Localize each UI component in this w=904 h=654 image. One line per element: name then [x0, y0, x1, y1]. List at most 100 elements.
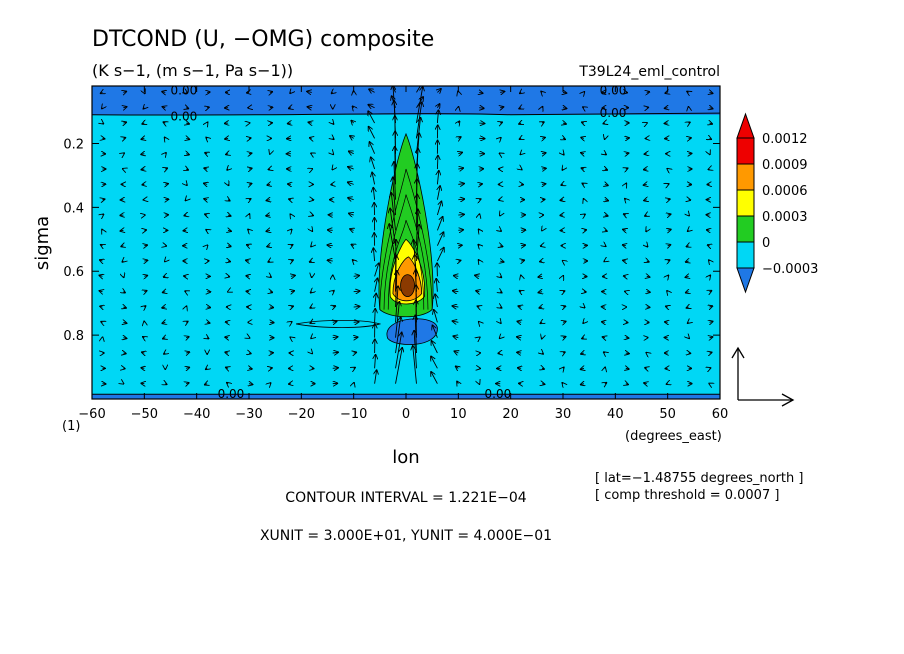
wind-vector-74: [162, 307, 165, 308]
wind-vector-563: [689, 138, 691, 139]
wind-vector-574: [687, 307, 689, 308]
wind-vector-433: [538, 292, 542, 293]
wind-vector-249: [350, 229, 354, 230]
wind-vector-389: [500, 230, 501, 231]
wind-vector-129: [228, 230, 231, 231]
wind-vector-380: [500, 91, 504, 92]
wind-vector-75: [162, 322, 165, 323]
wind-vector-410: [521, 245, 525, 246]
wind-vector-549: [668, 229, 671, 230]
colorbar: 0.0012 0.0009 0.0006 0.0003 0 −0.0003: [736, 112, 818, 294]
wind-vector-76: [163, 338, 165, 339]
wind-vector-231: [328, 260, 333, 261]
wind-vector-487: [605, 200, 608, 201]
wind-vector-373: [476, 291, 479, 292]
wind-vector-123: [225, 138, 228, 139]
colorbar-label-4: 0: [762, 236, 770, 251]
wind-vector-374: [478, 306, 480, 307]
wind-vector-361: [479, 108, 483, 109]
wind-vector-279: [375, 370, 377, 384]
wind-vector-144: [249, 153, 252, 154]
wind-vector-528: [645, 215, 647, 216]
colorbar-label-1: 0.0009: [762, 158, 808, 173]
wind-vector-520: [647, 92, 650, 93]
wind-vector-252: [353, 276, 360, 277]
wind-vector-45: [141, 169, 144, 170]
wind-vector-255: [353, 322, 359, 323]
wind-vector-454: [563, 306, 565, 307]
wind-vector-352: [454, 276, 459, 277]
wind-vector-158: [249, 368, 252, 369]
x-tick-label-3: −30: [235, 407, 262, 422]
plume-contour-1: [383, 194, 429, 310]
colorbar-bin-2: [736, 189, 755, 217]
wind-vector-343: [458, 137, 460, 138]
wind-vector-7: [102, 199, 104, 200]
x-tick-label-1: −50: [131, 407, 158, 422]
wind-vector-138: [226, 367, 228, 368]
wind-vector-242: [351, 121, 353, 123]
wind-vector-453: [563, 291, 564, 292]
wind-vector-115: [207, 322, 209, 323]
contour-label-0: 0.00: [171, 83, 198, 97]
wind-vector-187: [289, 199, 291, 200]
wind-vector-328: [436, 201, 441, 216]
wind-vector-420: [541, 92, 542, 93]
colorbar-label-2: 0.0006: [762, 184, 808, 199]
wind-vector-403: [520, 138, 522, 139]
wind-vector-211: [310, 261, 312, 262]
wind-vector-367: [479, 199, 480, 200]
wind-vector-87: [186, 200, 187, 201]
wind-vector-222: [333, 123, 334, 124]
wind-vector-562: [689, 122, 690, 123]
wind-vector-57: [142, 352, 144, 353]
wind-vector-12: [99, 275, 102, 276]
wind-vector-518: [626, 368, 629, 369]
wind-vector-167: [266, 200, 269, 201]
y-tick-label-1: 0.4: [63, 201, 84, 216]
wind-vector-497: [604, 352, 605, 353]
wind-vector-370: [478, 245, 479, 246]
wind-vector-426: [542, 184, 545, 185]
wind-vector-554: [666, 306, 668, 307]
wind-vector-553: [667, 291, 668, 292]
colorbar-label-3: 0.0003: [762, 210, 808, 225]
wind-vector-243: [350, 136, 354, 138]
wind-vector-139: [227, 383, 228, 384]
wind-vector-299: [395, 348, 403, 384]
wind-vector-107: [204, 199, 207, 200]
wind-vector-13: [99, 291, 102, 292]
wind-vector-200: [307, 91, 312, 92]
wind-vector-350: [458, 245, 462, 246]
wind-vector-51: [144, 260, 147, 261]
wind-vector-202: [308, 122, 311, 123]
wind-vector-244: [349, 151, 354, 153]
x-tick-label-12: 60: [712, 407, 729, 422]
wind-vector-10: [101, 245, 103, 246]
wind-vector-424: [542, 153, 546, 154]
wind-vector-457: [563, 352, 565, 353]
wind-vector-34: [123, 307, 126, 308]
wind-vector-88: [184, 215, 186, 216]
wind-vector-495: [602, 322, 605, 323]
wind-vector-357: [454, 351, 458, 353]
y-tick-label-2: 0.6: [63, 265, 84, 280]
wind-vector-195: [291, 322, 292, 323]
wind-vector-136: [225, 337, 228, 338]
wind-vector-262: [368, 111, 375, 124]
wind-vector-583: [710, 138, 712, 139]
wind-vector-381: [500, 107, 503, 108]
x-units-label: (degrees_east): [625, 429, 722, 444]
x-tick-label-5: −10: [340, 407, 367, 422]
wind-vector-345: [458, 168, 463, 169]
wind-vector-392: [500, 276, 501, 277]
wind-vector-223: [333, 138, 334, 139]
wind-vector-106: [204, 183, 207, 184]
wind-vector-251: [353, 260, 354, 261]
wind-vector-210: [311, 246, 312, 247]
wind-vector-93: [185, 291, 186, 292]
wind-vector-390: [500, 246, 502, 247]
colorbar-bin-1: [736, 163, 755, 191]
wind-vector-339: [431, 372, 438, 384]
